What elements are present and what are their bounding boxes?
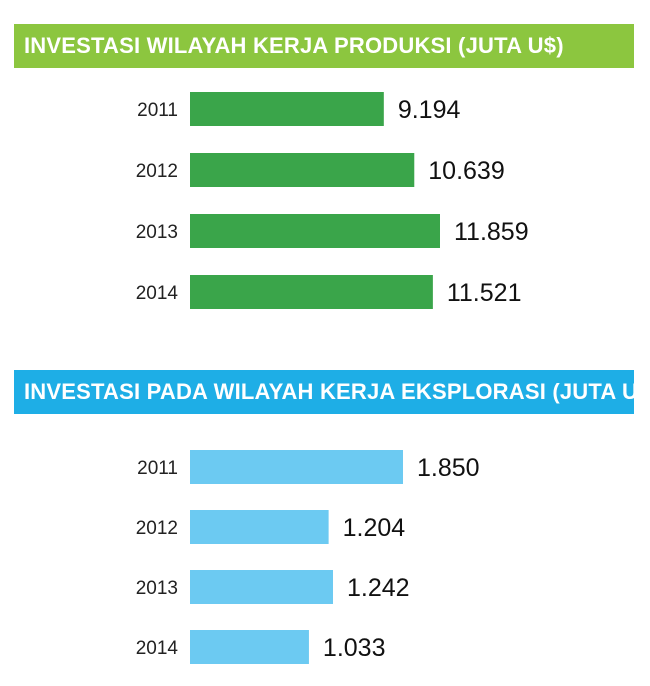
exploration-year-label: 2013 bbox=[136, 578, 178, 599]
production-bar-2013 bbox=[190, 214, 440, 248]
exploration-value-label: 1.850 bbox=[417, 454, 480, 482]
production-bar-2011 bbox=[190, 92, 384, 126]
production-value-label: 11.859 bbox=[454, 218, 529, 246]
exploration-year-label: 2012 bbox=[136, 518, 178, 539]
exploration-bar-2011 bbox=[190, 450, 403, 484]
production-value-label: 11.521 bbox=[447, 279, 522, 307]
exploration-value-label: 1.204 bbox=[343, 514, 406, 542]
production-bar-2014 bbox=[190, 275, 433, 309]
production-year-label: 2013 bbox=[136, 222, 178, 243]
production-year-label: 2012 bbox=[136, 161, 178, 182]
exploration-value-label: 1.242 bbox=[347, 574, 410, 602]
exploration-bar-2012 bbox=[190, 510, 329, 544]
exploration-year-label: 2011 bbox=[137, 458, 178, 479]
production-year-label: 2011 bbox=[137, 100, 178, 121]
production-value-label: 10.639 bbox=[428, 157, 504, 185]
exploration-bar-2013 bbox=[190, 570, 333, 604]
exploration-value-label: 1.033 bbox=[323, 634, 386, 662]
production-bar-2012 bbox=[190, 153, 415, 187]
production-chart-title: INVESTASI WILAYAH KERJA PRODUKSI (JUTA U… bbox=[14, 24, 634, 68]
production-value-label: 9.194 bbox=[398, 96, 461, 124]
exploration-bar-2014 bbox=[190, 630, 309, 664]
production-year-label: 2014 bbox=[136, 283, 179, 304]
exploration-chart-title: INVESTASI PADA WILAYAH KERJA EKSPLORASI … bbox=[14, 370, 634, 414]
exploration-year-label: 2014 bbox=[136, 638, 179, 659]
